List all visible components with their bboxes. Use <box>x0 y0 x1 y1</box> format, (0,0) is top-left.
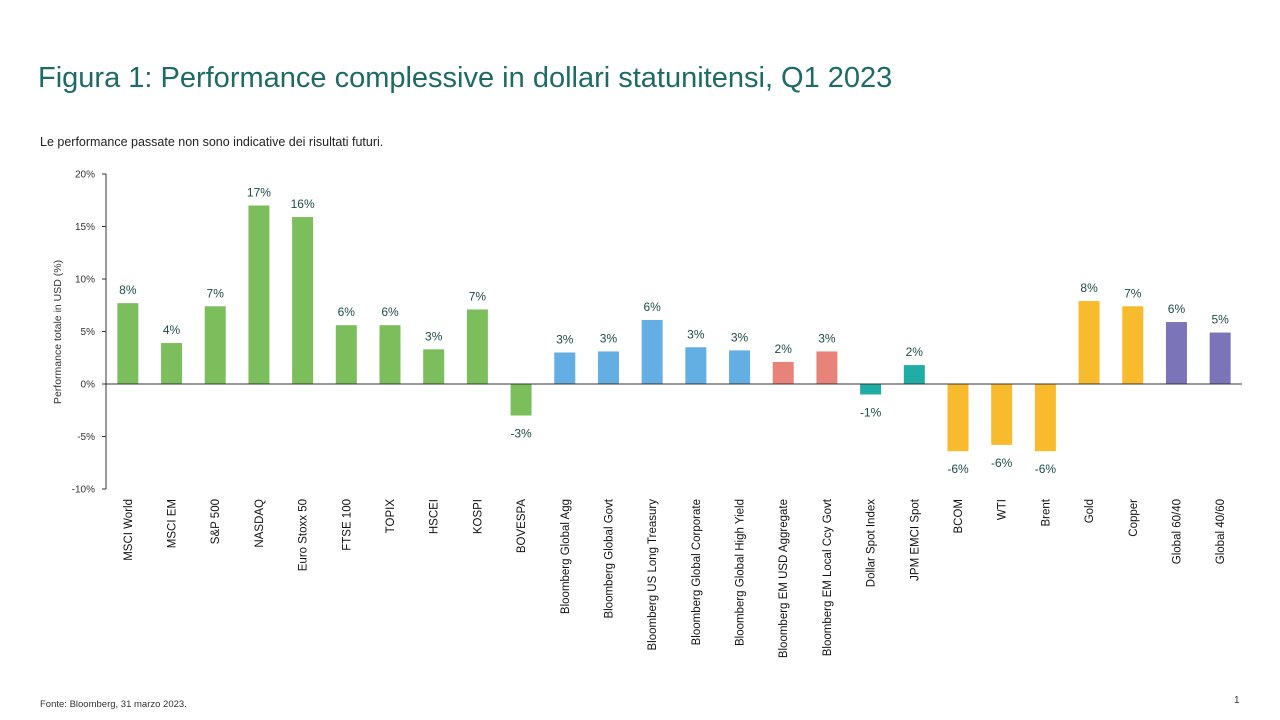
category-label: Bloomberg Global High Yield <box>735 499 747 646</box>
page-number: 1 <box>1234 695 1240 706</box>
bar <box>1122 306 1144 384</box>
data-label: -6% <box>991 456 1013 470</box>
category-label: Bloomberg US Long Treasury <box>647 499 659 651</box>
data-label: 8% <box>119 283 137 297</box>
bar <box>816 351 838 384</box>
bar <box>1165 322 1187 384</box>
data-label: 3% <box>687 327 705 341</box>
data-label: 3% <box>818 331 836 345</box>
y-tick-label: 0% <box>81 380 96 391</box>
data-label: 2% <box>906 345 924 359</box>
bar <box>947 384 969 452</box>
data-label: 5% <box>1211 313 1229 327</box>
category-label: Brent <box>1040 498 1052 526</box>
category-label: TOPIX <box>385 499 397 534</box>
data-label: 7% <box>1124 286 1142 300</box>
bar <box>466 309 488 384</box>
data-label: 6% <box>381 305 399 319</box>
category-label: Bloomberg EM USD Aggregate <box>778 499 790 658</box>
y-tick-label: 5% <box>81 327 96 338</box>
data-label: 6% <box>643 300 661 314</box>
category-label: MSCI World <box>123 499 135 561</box>
category-label: HSCEI <box>429 499 441 534</box>
bar <box>292 217 314 384</box>
data-label: 7% <box>207 286 225 300</box>
data-label: 3% <box>425 329 443 343</box>
category-label: S&P 500 <box>210 499 222 544</box>
bar <box>510 384 532 416</box>
y-axis-label: Performance totale in USD (%) <box>52 260 64 404</box>
y-tick-label: -5% <box>77 432 95 443</box>
data-label: -3% <box>510 427 532 441</box>
category-label: Euro Stoxx 50 <box>298 499 310 571</box>
category-label: Copper <box>1128 499 1140 537</box>
data-label: 3% <box>556 333 574 347</box>
bar <box>641 319 663 384</box>
y-axis: -10% -5% 0% 5% 10% 15% 20% <box>72 170 107 496</box>
category-label: Dollar Spot Index <box>866 499 878 587</box>
bar <box>335 325 357 384</box>
category-label: Global 60/40 <box>1171 499 1183 564</box>
bar <box>423 349 445 384</box>
bar <box>1034 384 1056 452</box>
category-label: FTSE 100 <box>341 499 353 551</box>
data-label: -6% <box>1035 462 1057 476</box>
category-label: Bloomberg Global Corporate <box>691 499 703 645</box>
category-label: Gold <box>1084 499 1096 523</box>
data-label: 6% <box>338 305 356 319</box>
data-label: 2% <box>775 342 793 356</box>
bar <box>860 384 882 395</box>
category-label: BCOM <box>953 499 965 534</box>
y-tick-label: 10% <box>75 275 95 286</box>
data-label: 6% <box>1168 302 1186 316</box>
value-labels-group: 8% 4% 7% 17% 16% 6% 6% 3% 7% -3% 3% 3% 6% 3% 3% 2% 3% -1%… <box>119 186 1229 477</box>
data-label: 7% <box>469 289 487 303</box>
bar <box>729 350 751 384</box>
data-label: 4% <box>163 323 181 337</box>
category-label: MSCI EM <box>167 499 179 548</box>
page-title: Figura 1: Performance complessive in dol… <box>38 62 893 94</box>
y-tick-label: -10% <box>72 485 95 496</box>
y-tick-label: 20% <box>75 170 95 181</box>
data-label: 17% <box>247 186 271 200</box>
data-label: -1% <box>860 406 882 420</box>
bars-group <box>117 205 1231 452</box>
bar <box>379 325 401 384</box>
category-label: Global 40/60 <box>1215 499 1227 564</box>
data-label: 3% <box>600 331 618 345</box>
category-label: NASDAQ <box>254 499 266 548</box>
bar <box>991 384 1013 445</box>
bar <box>1209 332 1231 384</box>
data-label: -6% <box>947 462 969 476</box>
data-label: 3% <box>731 330 749 344</box>
category-label: KOSPI <box>472 499 484 534</box>
bar <box>597 351 619 384</box>
bar <box>685 347 707 384</box>
category-label: BOVESPA <box>516 499 528 553</box>
data-label: 8% <box>1080 281 1098 295</box>
bar <box>117 303 139 384</box>
category-label: Bloomberg Global Govt <box>603 498 615 618</box>
category-label: WTI <box>997 499 1009 520</box>
bar <box>903 365 925 384</box>
bar <box>248 205 270 384</box>
category-label: Bloomberg Global Agg <box>560 499 572 614</box>
category-label: JPM EMCI Spot <box>909 498 921 581</box>
y-tick-label: 15% <box>75 222 95 233</box>
bar <box>1078 301 1100 384</box>
bar <box>161 343 183 384</box>
category-labels-group: MSCI World MSCI EM S&P 500 NASDAQ Euro Stoxx… <box>123 498 1227 658</box>
bar <box>772 361 794 384</box>
bar <box>554 352 576 384</box>
category-label: Bloomberg EM Local Ccy Govt <box>822 498 834 656</box>
bar-chart: Performance totale in USD (%) -10% -5% 0% 5… <box>52 170 1242 658</box>
bar <box>204 306 226 384</box>
disclaimer-text: Le performance passate non sono indicati… <box>40 135 384 149</box>
source-note: Fonte: Bloomberg, 31 marzo 2023. <box>40 699 187 710</box>
data-label: 16% <box>291 197 315 211</box>
